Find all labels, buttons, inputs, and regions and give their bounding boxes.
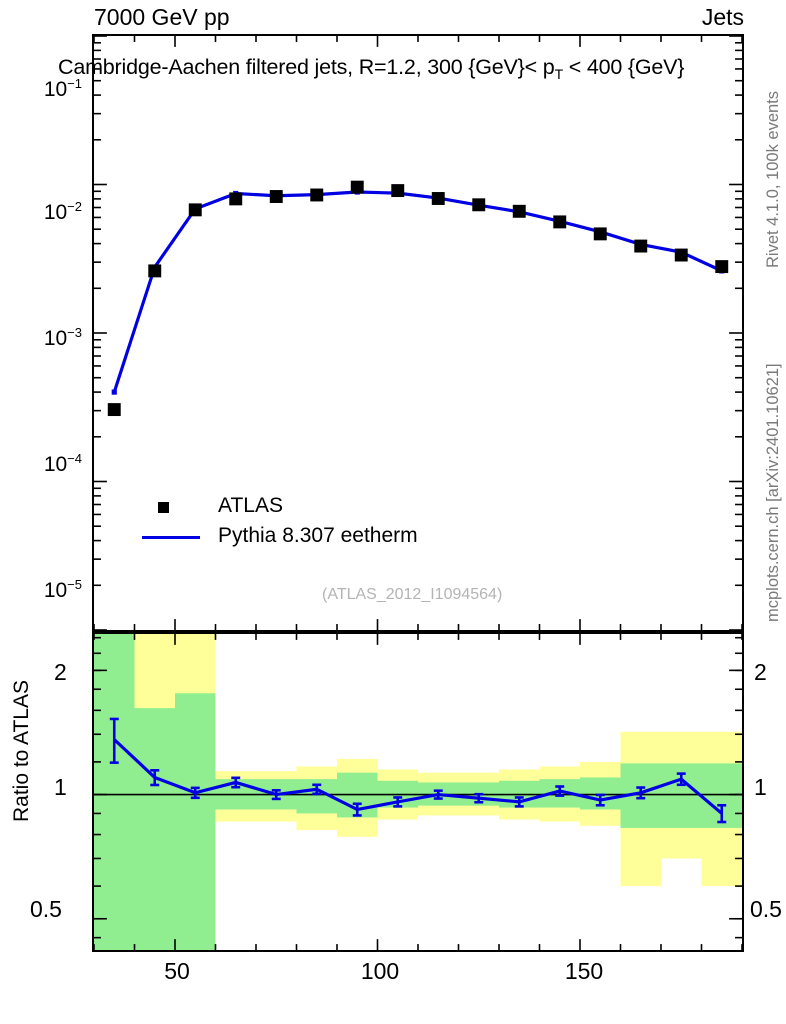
- ytick-1e-5: 10−5: [43, 577, 82, 602]
- tick-marks: [93, 35, 743, 631]
- legend-label-atlas: ATLAS: [218, 494, 283, 517]
- tick-marks: [93, 634, 743, 950]
- page-title: Cambridge-Aachen filtered jets, R=1.2, 3…: [58, 55, 685, 86]
- plot-title-tail: < 400 {GeV}: [562, 55, 685, 79]
- mc-curve: [112, 190, 723, 393]
- main-plot-svg: [93, 35, 743, 631]
- ratio-plot-svg: [93, 634, 743, 950]
- line-marker-icon: [142, 536, 200, 539]
- ratio-ytick-2-right: 2: [754, 659, 767, 685]
- plot-title-subscript: T: [554, 66, 564, 82]
- ratio-ytick-05-right: 0.5: [750, 896, 782, 922]
- ratio-ytick-2-left: 2: [54, 659, 67, 685]
- ratio-plot-panel: [92, 632, 744, 952]
- data-markers: [107, 180, 729, 417]
- analysis-id-watermark: (ATLAS_2012_I1094564): [322, 586, 503, 603]
- header-category-label: Jets: [701, 4, 744, 30]
- mc-points: [111, 189, 725, 395]
- xtick-50: 50: [164, 958, 190, 984]
- ratio-axis-title: Ratio to ATLAS: [10, 680, 33, 823]
- ytick-1e-1: 10−1: [43, 76, 82, 101]
- main-plot-panel: [92, 34, 744, 632]
- rivet-version-label: Rivet 4.1.0, 100k events: [764, 90, 782, 268]
- xtick-150: 150: [564, 958, 604, 984]
- ratio-curve: [113, 738, 723, 815]
- legend-label-pythia: Pythia 8.307 eetherm: [218, 524, 418, 547]
- square-marker-icon: [158, 502, 169, 513]
- ratio-ytick-05-left: 0.5: [30, 896, 62, 922]
- plot-title-main: Cambridge-Aachen filtered jets, R=1.2, 3…: [58, 55, 555, 79]
- ytick-1e-2: 10−2: [43, 199, 82, 224]
- mcplots-source-label: mcplots.cern.ch [arXiv:2401.10621]: [764, 363, 782, 622]
- ytick-1e-3: 10−3: [43, 325, 82, 350]
- header-beam-label: 7000 GeV pp: [94, 4, 230, 30]
- xtick-100: 100: [360, 958, 400, 984]
- ytick-1e-4: 10−4: [43, 451, 82, 476]
- ratio-ytick-1-left: 1: [54, 774, 67, 800]
- ratio-error-bars: [109, 717, 727, 824]
- ratio-ytick-1-right: 1: [754, 774, 767, 800]
